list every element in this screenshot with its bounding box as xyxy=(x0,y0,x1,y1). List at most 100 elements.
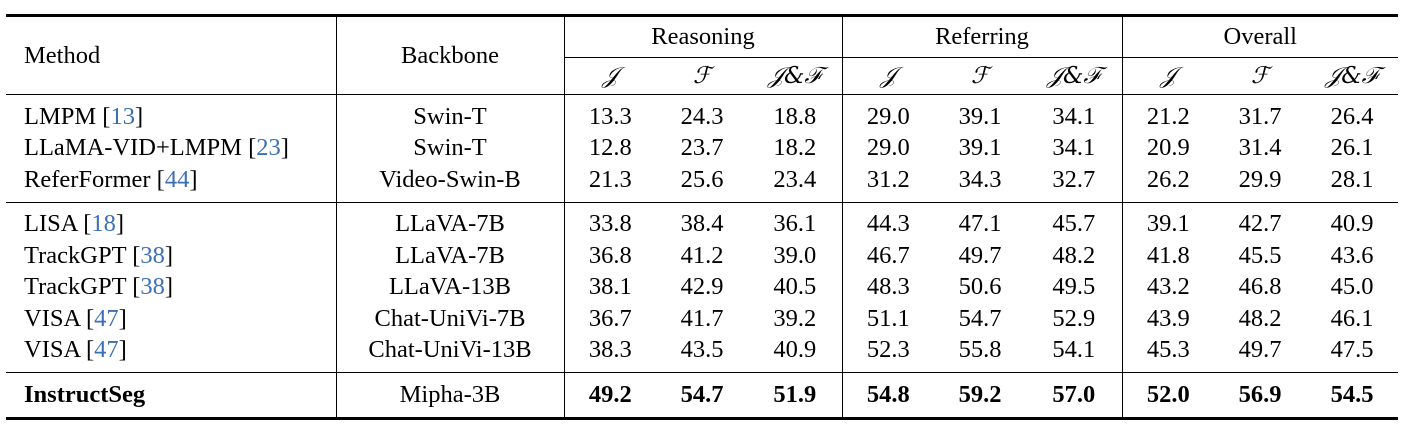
cell-value: 46.8 xyxy=(1238,273,1282,301)
cell-value: 43.5 xyxy=(680,336,724,364)
cell-method: TrackGPT [38] xyxy=(24,241,174,269)
table-row: TrackGPT [38] LLaVA-13B 38.1 42.9 40.5 48.3 50… xyxy=(6,271,1398,303)
table-row: InstructSeg Mipha-3B 49.2 54.7 51.9 54.8 59.2 5… xyxy=(6,372,1398,420)
cell-value: 29.0 xyxy=(841,132,934,164)
cell-value: 40.9 xyxy=(773,336,817,364)
cell-value: 21.3 xyxy=(563,164,656,202)
cell-value: 23.7 xyxy=(680,134,724,162)
method-name: LISA xyxy=(24,210,78,238)
cell-value: 49.5 xyxy=(1052,273,1096,301)
cell-value: 29.0 xyxy=(841,94,934,133)
cell-value: 20.9 xyxy=(1121,132,1214,164)
header-row-metrics: 𝒥 ℱ 𝒥&ℱ 𝒥 ℱ 𝒥&ℱ 𝒥 ℱ 𝒥&ℱ xyxy=(6,57,1398,95)
citation-link[interactable]: 47 xyxy=(94,304,119,332)
cell-value: 39.1 xyxy=(1121,201,1214,240)
header-metric-f: ℱ xyxy=(1250,63,1270,89)
method-name: ReferFormer xyxy=(24,165,151,193)
cell-method: LMPM [13] xyxy=(6,94,336,133)
header-metric-jf: 𝒥&ℱ xyxy=(1325,63,1379,89)
cell-value: 31.4 xyxy=(1238,134,1282,162)
cell-value: 28.1 xyxy=(1330,165,1374,193)
cell-method: ReferFormer [44] xyxy=(24,165,198,193)
cell-value: 52.0 xyxy=(1121,372,1214,420)
cell-value: 54.8 xyxy=(841,372,934,420)
cell-value: 31.7 xyxy=(1214,94,1306,133)
header-group-reasoning: Reasoning xyxy=(563,14,842,58)
cell-method: InstructSeg xyxy=(6,372,336,420)
header-row-groups: Method Backbone Reasoning Referring Over… xyxy=(6,14,1398,95)
table-row: LISA [18] LLaVA-7B 33.8 38.4 36.1 44.3 47.1 45.… xyxy=(6,201,1398,240)
cell-value: 36.7 xyxy=(563,303,656,335)
cell-value: 43.2 xyxy=(1121,271,1214,303)
cell-value: 24.3 xyxy=(656,94,748,133)
cell-method: LLaMA-VID+LMPM [23] xyxy=(24,134,289,162)
cell-value: 46.7 xyxy=(841,240,934,272)
cell-value: 34.1 xyxy=(1052,134,1096,162)
cell-method: VISA [47] xyxy=(24,304,127,332)
results-table: Method Backbone Reasoning Referring Over… xyxy=(6,14,1398,420)
cell-value: 25.6 xyxy=(680,165,724,193)
cell-value: 41.2 xyxy=(680,241,724,269)
cell-backbone: Chat-UniVi-13B xyxy=(335,334,564,373)
cell-value: 40.9 xyxy=(1306,201,1398,240)
cell-value: 45.3 xyxy=(1121,334,1214,373)
cell-value: 39.2 xyxy=(773,304,817,332)
cell-value: 48.2 xyxy=(1052,241,1096,269)
cell-value: 43.6 xyxy=(1330,241,1374,269)
cell-value: 56.9 xyxy=(1214,372,1306,420)
cell-value: 48.3 xyxy=(841,271,934,303)
cell-value: 40.5 xyxy=(773,273,817,301)
method-name: InstructSeg xyxy=(24,380,146,408)
cell-value: 54.5 xyxy=(1306,372,1398,420)
cell-value: 23.4 xyxy=(773,165,817,193)
cell-value: 21.2 xyxy=(1121,94,1214,133)
cell-value: 59.2 xyxy=(934,372,1026,420)
header-metric-j: 𝒥 xyxy=(563,57,656,95)
cell-value: 54.1 xyxy=(1052,336,1096,364)
cell-backbone: LLaVA-7B xyxy=(335,240,564,272)
table-row: ReferFormer [44] Video-Swin-B 21.3 25.6 23.4… xyxy=(6,164,1398,202)
header-group-referring: Referring xyxy=(841,14,1122,58)
cell-value: 26.2 xyxy=(1121,164,1214,202)
cell-value: 45.0 xyxy=(1330,273,1374,301)
citation-link[interactable]: 38 xyxy=(140,273,165,301)
header-metric-f: ℱ xyxy=(692,63,712,89)
citation-link[interactable]: 13 xyxy=(110,102,135,130)
cell-value: 34.1 xyxy=(1026,94,1122,133)
cell-value: 51.9 xyxy=(748,372,842,420)
cell-value: 38.1 xyxy=(563,271,656,303)
cell-value: 57.0 xyxy=(1026,372,1122,420)
cell-value: 52.3 xyxy=(841,334,934,373)
cell-value: 54.7 xyxy=(656,372,748,420)
cell-value: 12.8 xyxy=(563,132,656,164)
cell-value: 47.1 xyxy=(934,201,1026,240)
cell-backbone: LLaVA-7B xyxy=(335,201,564,240)
cell-value: 52.9 xyxy=(1052,304,1096,332)
cell-value: 49.7 xyxy=(958,241,1002,269)
table-row: LMPM [13] Swin-T 13.3 24.3 18.8 29.0 39.1 34.1 2… xyxy=(6,94,1398,133)
cell-backbone: LLaVA-13B xyxy=(335,271,564,303)
method-name: VISA xyxy=(24,336,80,364)
cell-value: 41.8 xyxy=(1121,240,1214,272)
cell-value: 36.8 xyxy=(563,240,656,272)
cell-value: 39.1 xyxy=(934,94,1026,133)
citation-link[interactable]: 38 xyxy=(140,241,165,269)
cell-value: 18.2 xyxy=(773,134,817,162)
cell-backbone: Video-Swin-B xyxy=(335,164,564,202)
cell-value: 42.9 xyxy=(680,273,724,301)
cell-value: 44.3 xyxy=(841,201,934,240)
results-table-body: LMPM [13] Swin-T 13.3 24.3 18.8 29.0 39.1 34.1 2… xyxy=(6,94,1398,420)
header-metric-f: ℱ xyxy=(970,63,990,89)
cell-value: 55.8 xyxy=(958,336,1002,364)
cell-value: 46.1 xyxy=(1330,304,1374,332)
citation-link[interactable]: 47 xyxy=(94,336,119,364)
header-group-overall: Overall xyxy=(1121,14,1398,58)
table-row: VISA [47] Chat-UniVi-13B 38.3 43.5 40.9 52.3 5… xyxy=(6,334,1398,373)
header-metric-j: 𝒥 xyxy=(1121,57,1214,95)
cell-value: 34.3 xyxy=(958,165,1002,193)
citation-link[interactable]: 44 xyxy=(164,165,190,193)
cell-value: 38.3 xyxy=(563,334,656,373)
cell-value: 54.7 xyxy=(958,304,1002,332)
citation-link[interactable]: 18 xyxy=(91,210,116,238)
citation-link[interactable]: 23 xyxy=(256,134,281,162)
